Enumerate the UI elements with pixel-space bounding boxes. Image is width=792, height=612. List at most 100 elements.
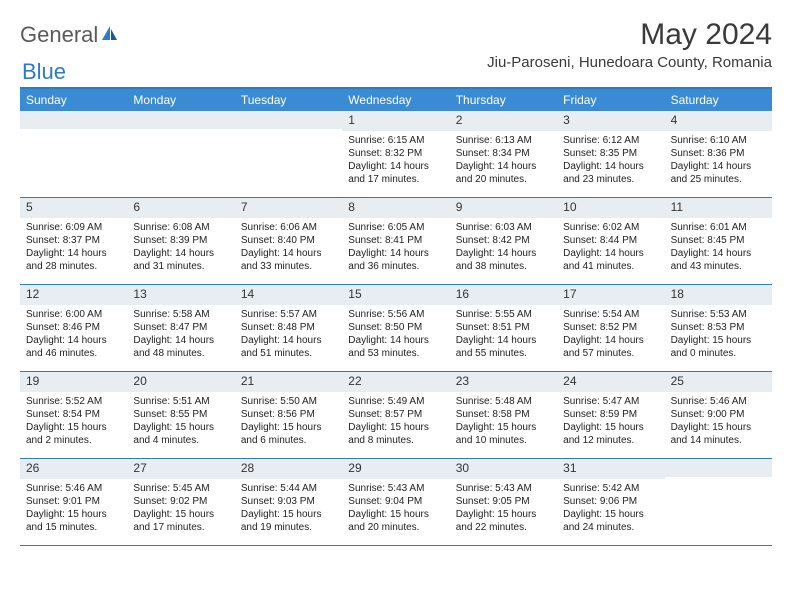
daylight-text: Daylight: 14 hours and 57 minutes. <box>563 334 658 360</box>
day-cell: 15Sunrise: 5:56 AMSunset: 8:50 PMDayligh… <box>342 285 449 371</box>
week-row: 12Sunrise: 6:00 AMSunset: 8:46 PMDayligh… <box>20 285 772 372</box>
daylight-text: Daylight: 14 hours and 53 minutes. <box>348 334 443 360</box>
day-number: 28 <box>235 459 342 479</box>
day-cell: 27Sunrise: 5:45 AMSunset: 9:02 PMDayligh… <box>127 459 234 545</box>
sunrise-text: Sunrise: 6:10 AM <box>671 134 766 147</box>
sunrise-text: Sunrise: 5:51 AM <box>133 395 228 408</box>
day-details: Sunrise: 5:48 AMSunset: 8:58 PMDaylight:… <box>450 392 557 451</box>
sunrise-text: Sunrise: 5:54 AM <box>563 308 658 321</box>
day-details: Sunrise: 5:45 AMSunset: 9:02 PMDaylight:… <box>127 479 234 538</box>
sunset-text: Sunset: 8:56 PM <box>241 408 336 421</box>
day-details: Sunrise: 6:01 AMSunset: 8:45 PMDaylight:… <box>665 218 772 277</box>
day-number <box>665 459 772 477</box>
day-cell: 24Sunrise: 5:47 AMSunset: 8:59 PMDayligh… <box>557 372 664 458</box>
day-cell: 2Sunrise: 6:13 AMSunset: 8:34 PMDaylight… <box>450 111 557 197</box>
day-number: 10 <box>557 198 664 218</box>
sunrise-text: Sunrise: 5:56 AM <box>348 308 443 321</box>
day-cell: 26Sunrise: 5:46 AMSunset: 9:01 PMDayligh… <box>20 459 127 545</box>
day-cell: 22Sunrise: 5:49 AMSunset: 8:57 PMDayligh… <box>342 372 449 458</box>
sunset-text: Sunset: 8:32 PM <box>348 147 443 160</box>
sunrise-text: Sunrise: 6:01 AM <box>671 221 766 234</box>
day-cell: 25Sunrise: 5:46 AMSunset: 9:00 PMDayligh… <box>665 372 772 458</box>
day-number: 8 <box>342 198 449 218</box>
sunset-text: Sunset: 8:36 PM <box>671 147 766 160</box>
week-row: 26Sunrise: 5:46 AMSunset: 9:01 PMDayligh… <box>20 459 772 546</box>
sunset-text: Sunset: 9:04 PM <box>348 495 443 508</box>
weekday-fri: Friday <box>557 89 664 111</box>
day-cell: 5Sunrise: 6:09 AMSunset: 8:37 PMDaylight… <box>20 198 127 284</box>
daylight-text: Daylight: 14 hours and 41 minutes. <box>563 247 658 273</box>
sunset-text: Sunset: 8:52 PM <box>563 321 658 334</box>
daylight-text: Daylight: 14 hours and 38 minutes. <box>456 247 551 273</box>
day-number: 24 <box>557 372 664 392</box>
sunset-text: Sunset: 9:03 PM <box>241 495 336 508</box>
sunset-text: Sunset: 8:44 PM <box>563 234 658 247</box>
day-cell: 7Sunrise: 6:06 AMSunset: 8:40 PMDaylight… <box>235 198 342 284</box>
daylight-text: Daylight: 14 hours and 36 minutes. <box>348 247 443 273</box>
day-number: 2 <box>450 111 557 131</box>
sunrise-text: Sunrise: 5:46 AM <box>671 395 766 408</box>
day-cell: 20Sunrise: 5:51 AMSunset: 8:55 PMDayligh… <box>127 372 234 458</box>
sunset-text: Sunset: 8:59 PM <box>563 408 658 421</box>
sunrise-text: Sunrise: 6:00 AM <box>26 308 121 321</box>
day-details: Sunrise: 5:58 AMSunset: 8:47 PMDaylight:… <box>127 305 234 364</box>
sunrise-text: Sunrise: 6:09 AM <box>26 221 121 234</box>
sunrise-text: Sunrise: 6:08 AM <box>133 221 228 234</box>
daylight-text: Daylight: 15 hours and 15 minutes. <box>26 508 121 534</box>
day-details: Sunrise: 6:13 AMSunset: 8:34 PMDaylight:… <box>450 131 557 190</box>
daylight-text: Daylight: 14 hours and 20 minutes. <box>456 160 551 186</box>
daylight-text: Daylight: 15 hours and 2 minutes. <box>26 421 121 447</box>
sunrise-text: Sunrise: 6:13 AM <box>456 134 551 147</box>
day-number: 27 <box>127 459 234 479</box>
day-cell: 10Sunrise: 6:02 AMSunset: 8:44 PMDayligh… <box>557 198 664 284</box>
daylight-text: Daylight: 15 hours and 0 minutes. <box>671 334 766 360</box>
daylight-text: Daylight: 15 hours and 6 minutes. <box>241 421 336 447</box>
day-details: Sunrise: 5:50 AMSunset: 8:56 PMDaylight:… <box>235 392 342 451</box>
day-cell: 31Sunrise: 5:42 AMSunset: 9:06 PMDayligh… <box>557 459 664 545</box>
day-number: 11 <box>665 198 772 218</box>
day-cell: 21Sunrise: 5:50 AMSunset: 8:56 PMDayligh… <box>235 372 342 458</box>
day-number: 16 <box>450 285 557 305</box>
day-number: 13 <box>127 285 234 305</box>
day-details: Sunrise: 5:44 AMSunset: 9:03 PMDaylight:… <box>235 479 342 538</box>
daylight-text: Daylight: 15 hours and 20 minutes. <box>348 508 443 534</box>
daylight-text: Daylight: 14 hours and 55 minutes. <box>456 334 551 360</box>
sunset-text: Sunset: 8:39 PM <box>133 234 228 247</box>
weekday-tue: Tuesday <box>235 89 342 111</box>
sunset-text: Sunset: 8:46 PM <box>26 321 121 334</box>
day-number: 9 <box>450 198 557 218</box>
day-cell <box>665 459 772 545</box>
sunset-text: Sunset: 8:48 PM <box>241 321 336 334</box>
calendar: Sunday Monday Tuesday Wednesday Thursday… <box>20 87 772 546</box>
sunset-text: Sunset: 8:58 PM <box>456 408 551 421</box>
day-details: Sunrise: 6:05 AMSunset: 8:41 PMDaylight:… <box>342 218 449 277</box>
day-number: 23 <box>450 372 557 392</box>
day-details: Sunrise: 5:57 AMSunset: 8:48 PMDaylight:… <box>235 305 342 364</box>
day-cell: 18Sunrise: 5:53 AMSunset: 8:53 PMDayligh… <box>665 285 772 371</box>
day-cell: 14Sunrise: 5:57 AMSunset: 8:48 PMDayligh… <box>235 285 342 371</box>
sunset-text: Sunset: 8:47 PM <box>133 321 228 334</box>
logo-blue: Blue <box>22 59 774 85</box>
day-cell: 17Sunrise: 5:54 AMSunset: 8:52 PMDayligh… <box>557 285 664 371</box>
sunrise-text: Sunrise: 6:06 AM <box>241 221 336 234</box>
day-cell: 9Sunrise: 6:03 AMSunset: 8:42 PMDaylight… <box>450 198 557 284</box>
day-cell <box>235 111 342 197</box>
sunset-text: Sunset: 8:34 PM <box>456 147 551 160</box>
sunset-text: Sunset: 8:35 PM <box>563 147 658 160</box>
day-details: Sunrise: 5:42 AMSunset: 9:06 PMDaylight:… <box>557 479 664 538</box>
day-details: Sunrise: 6:10 AMSunset: 8:36 PMDaylight:… <box>665 131 772 190</box>
day-details: Sunrise: 6:15 AMSunset: 8:32 PMDaylight:… <box>342 131 449 190</box>
logo-sail-icon <box>100 24 120 47</box>
sunrise-text: Sunrise: 5:50 AM <box>241 395 336 408</box>
daylight-text: Daylight: 14 hours and 51 minutes. <box>241 334 336 360</box>
daylight-text: Daylight: 14 hours and 43 minutes. <box>671 247 766 273</box>
day-number: 19 <box>20 372 127 392</box>
daylight-text: Daylight: 14 hours and 48 minutes. <box>133 334 228 360</box>
sunrise-text: Sunrise: 5:49 AM <box>348 395 443 408</box>
weekday-mon: Monday <box>127 89 234 111</box>
day-details: Sunrise: 5:43 AMSunset: 9:04 PMDaylight:… <box>342 479 449 538</box>
daylight-text: Daylight: 15 hours and 10 minutes. <box>456 421 551 447</box>
daylight-text: Daylight: 15 hours and 8 minutes. <box>348 421 443 447</box>
sunset-text: Sunset: 8:37 PM <box>26 234 121 247</box>
sunrise-text: Sunrise: 5:44 AM <box>241 482 336 495</box>
